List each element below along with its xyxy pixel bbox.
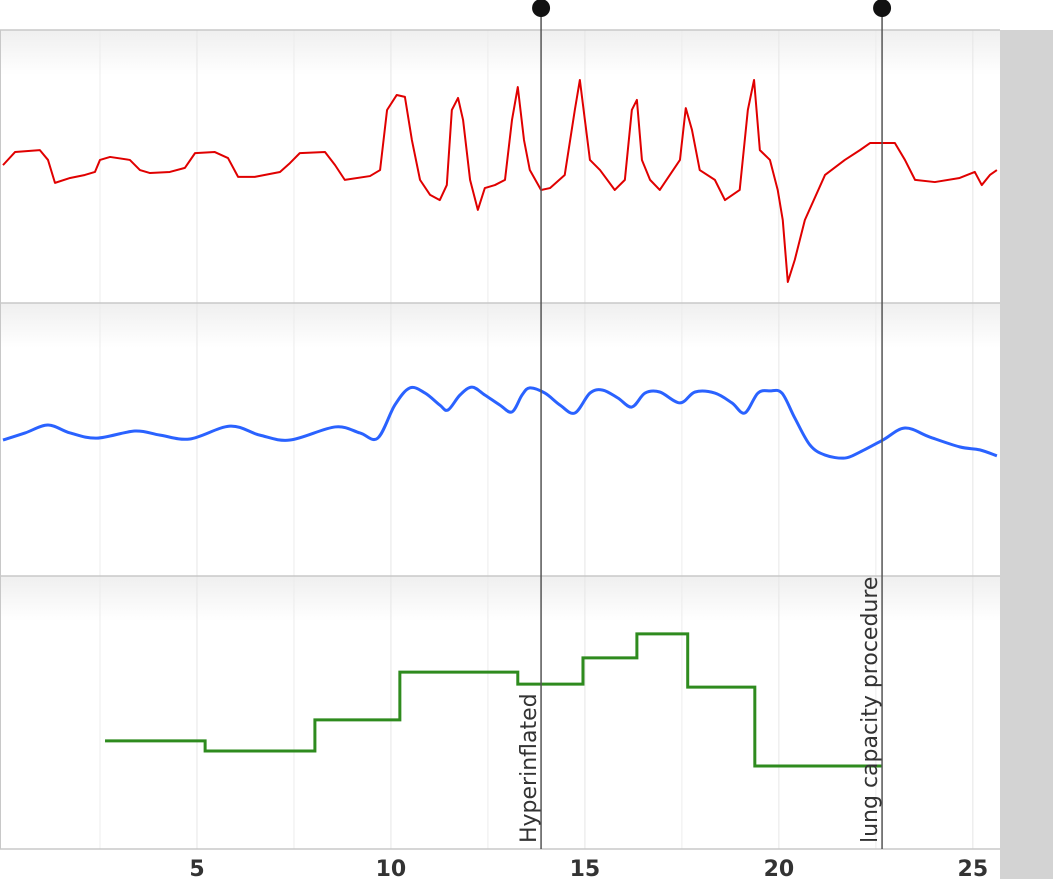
series-line [2, 78, 998, 283]
panel-background [0, 303, 1000, 348]
series-line [105, 632, 883, 768]
annotation-label: lung capacity procedure [858, 577, 883, 843]
x-tick-label: 25 [958, 857, 989, 879]
annotation-marker [532, 0, 551, 17]
series-line [2, 385, 998, 460]
panel-background [0, 576, 1000, 621]
annotation-marker [873, 0, 892, 17]
x-tick-label: 10 [376, 857, 407, 879]
scrollbar [1000, 30, 1053, 879]
x-tick-label: 5 [189, 857, 204, 879]
x-tick-label: 20 [764, 857, 795, 879]
x-tick-label: 15 [570, 857, 601, 879]
panel-background [0, 30, 1000, 75]
annotation-label: Hyperinflated [517, 693, 542, 843]
